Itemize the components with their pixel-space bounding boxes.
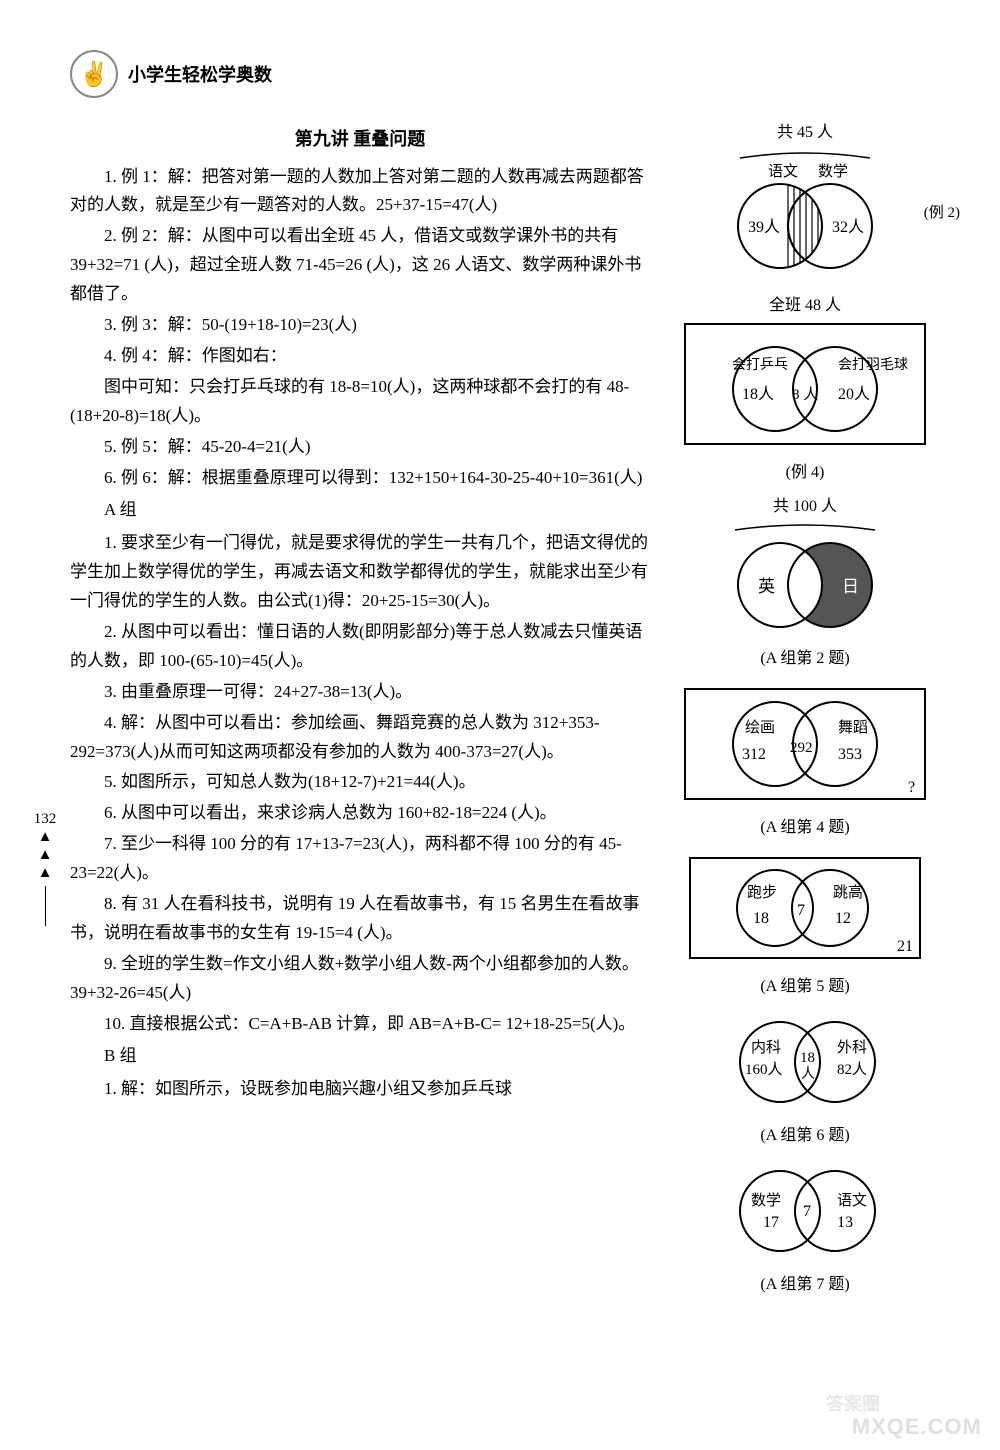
svg-text:17: 17 [763,1214,779,1231]
group-b-label: B 组 [70,1042,650,1071]
svg-text:舞蹈: 舞蹈 [838,719,868,736]
svg-text:12: 12 [835,910,851,927]
svg-text:18: 18 [753,910,769,927]
venn-a7: 数学 语文 17 7 13 [695,1161,915,1266]
svg-text:内科: 内科 [751,1039,781,1056]
a2-caption: (A 组第 2 题) [760,644,849,668]
venn-ex4: 会打乒乓 会打羽毛球 18人 8 人 20人 [680,319,930,454]
svg-text:英: 英 [758,577,775,596]
para-ex2: 2. 例 2：解：从图中可以看出全班 45 人，借语文或数学课外书的共有 39+… [70,222,650,309]
svg-text:绘画: 绘画 [745,719,775,736]
a5-caption: (A 组第 5 题) [760,972,849,996]
para-ex6: 6. 例 6：解：根据重叠原理可以得到：132+150+164-30-25-40… [70,464,650,493]
watermark: MXQE.COM [852,1414,982,1440]
para-ex4b: 图中可知：只会打乒乓球的有 18-8=10(人)，这两种球都不会打的有 48-(… [70,373,650,431]
svg-text:18: 18 [800,1050,815,1066]
ex2-side: (例 2) [924,201,960,222]
a4-caption: (A 组第 4 题) [760,813,849,837]
figure-column: 共 45 人 语文 数学 [670,118,940,1304]
svg-text:日: 日 [842,577,859,596]
svg-text:160人: 160人 [745,1061,783,1078]
svg-text:语文: 语文 [837,1192,867,1209]
svg-text:7: 7 [803,1203,811,1220]
page-header: ✌ 小学生轻松学奥数 [70,50,940,98]
watermark-cn: 答案圈 [826,1390,880,1416]
svg-text:7: 7 [797,902,805,919]
ex2-l-label: 语文 [768,163,798,180]
venn-a6: 内科 外科 160人 18 人 82人 [695,1012,915,1117]
svg-text:292: 292 [790,740,813,756]
para-ex4a: 4. 例 4：解：作图如右： [70,342,650,371]
triangle-icon: ▲ [30,846,60,864]
svg-text:10: 10 [796,579,812,596]
a-2: 2. 从图中可以看出：懂日语的人数(即阴影部分)等于总人数减去只懂英语的人数，即… [70,618,650,676]
page-number-side: 132 ▲ ▲ ▲ [30,810,60,926]
svg-text:82人: 82人 [837,1061,867,1078]
side-line [45,886,46,926]
venn-a4: 绘画 舞蹈 312 292 353 ? [680,684,930,809]
venn-a5: 跑步 跳高 18 7 12 21 [685,853,925,968]
svg-text:跳高: 跳高 [833,884,863,901]
svg-text:人: 人 [801,1066,815,1082]
para-ex1: 1. 例 1：解：把答对第一题的人数加上答对第二题的人数再减去两题都答对的人数，… [70,163,650,221]
a-10: 10. 直接根据公式：C=A+B-AB 计算，即 AB=A+B-C= 12+18… [70,1010,650,1039]
text-column: 第九讲 重叠问题 1. 例 1：解：把答对第一题的人数加上答对第二题的人数再减去… [70,118,650,1304]
svg-text:353: 353 [838,746,862,763]
header-title: 小学生轻松学奥数 [128,61,272,87]
svg-text:跑步: 跑步 [747,884,777,901]
fig-ex4-top: 全班 48 人 [769,291,841,315]
fig-a2-top: 共 100 人 [773,492,837,516]
a-5: 5. 如图所示，可知总人数为(18+12-7)+21=44(人)。 [70,768,650,797]
fig-ex2-top: 共 45 人 [777,118,833,142]
a-1: 1. 要求至少有一门得优，就是要求得优的学生一共有几个，把语文得优的学生加上数学… [70,529,650,616]
svg-text:会打羽毛球: 会打羽毛球 [838,356,908,373]
logo-icon: ✌ [70,50,118,98]
ex4-caption: (例 4) [786,458,825,482]
svg-text:会打乒乓: 会打乒乓 [732,356,788,373]
a-8: 8. 有 31 人在看科技书，说明有 19 人在看故事书，有 15 名男生在看故… [70,890,650,948]
section-title: 第九讲 重叠问题 [70,124,650,155]
svg-text:21: 21 [897,938,913,955]
svg-text:外科: 外科 [837,1039,867,1056]
svg-text:8 人: 8 人 [792,386,818,403]
a-6: 6. 从图中可以看出，来求诊病人总数为 160+82-18=224 (人)。 [70,799,650,828]
b-1: 1. 解：如图所示，设既参加电脑兴趣小组又参加乒乓球 [70,1075,650,1104]
triangle-icon: ▲ [30,828,60,846]
svg-text:20人: 20人 [838,385,870,403]
a-7: 7. 至少一科得 100 分的有 17+13-7=23(人)，两科都不得 100… [70,830,650,888]
ex2-right: 32人 [832,218,864,236]
venn-a2: 英 10 日 [690,520,920,640]
a6-caption: (A 组第 6 题) [760,1121,849,1145]
svg-text:数学: 数学 [751,1192,781,1209]
a-4: 4. 解：从图中可以看出：参加绘画、舞蹈竞赛的总人数为 312+353-292=… [70,709,650,767]
triangle-icon: ▲ [30,864,60,882]
venn-ex2: 语文 数学 [690,146,920,281]
a7-caption: (A 组第 7 题) [760,1270,849,1294]
para-ex5: 5. 例 5：解：45-20-4=21(人) [70,433,650,462]
a-9: 9. 全班的学生数=作文小组人数+数学小组人数-两个小组都参加的人数。39+32… [70,950,650,1008]
group-a-label: A 组 [70,496,650,525]
svg-text:?: ? [908,779,915,796]
svg-text:13: 13 [837,1214,853,1231]
ex2-r-label: 数学 [818,163,848,180]
page-number: 132 [30,810,60,828]
ex2-left: 39人 [748,218,780,236]
para-ex3: 3. 例 3：解：50-(19+18-10)=23(人) [70,311,650,340]
a-3: 3. 由重叠原理一可得：24+27-38=13(人)。 [70,678,650,707]
svg-text:312: 312 [742,746,766,763]
svg-text:18人: 18人 [742,385,774,403]
